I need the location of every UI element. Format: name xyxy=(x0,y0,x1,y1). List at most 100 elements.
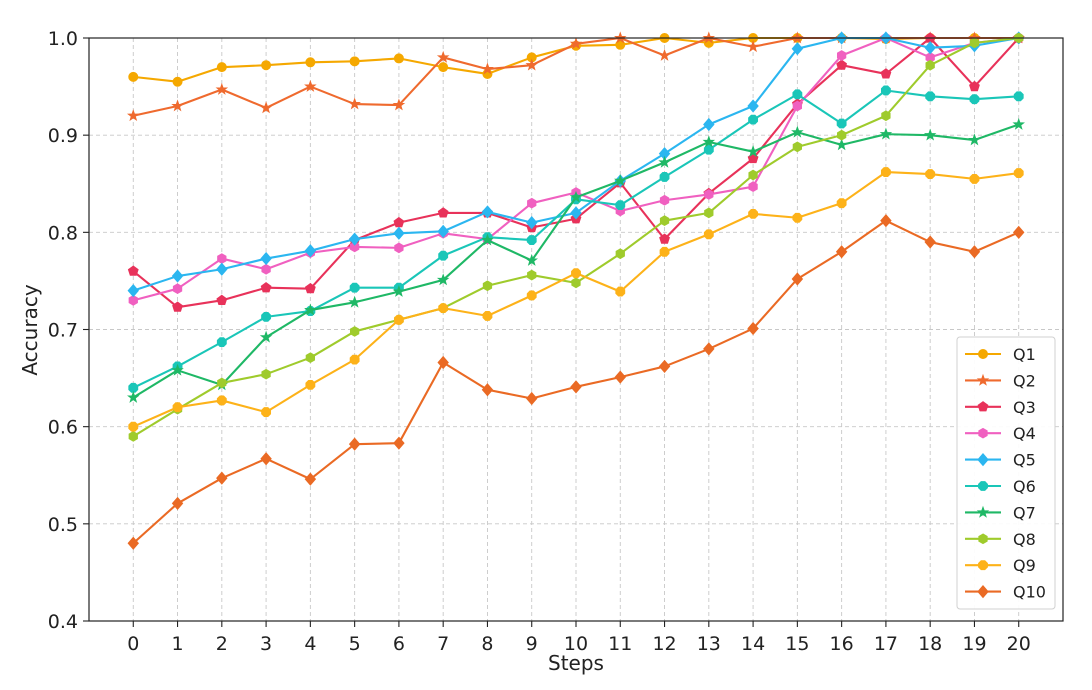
data-point-q10 xyxy=(570,380,582,394)
data-point-q5 xyxy=(703,117,715,132)
data-point-q6 xyxy=(880,85,891,96)
data-point-q2 xyxy=(481,62,494,75)
data-point-q4 xyxy=(527,197,537,209)
data-point-q9 xyxy=(1013,168,1024,178)
data-point-q6 xyxy=(748,114,759,125)
legend-label: Q7 xyxy=(1013,503,1036,522)
data-point-q3 xyxy=(659,233,670,244)
data-point-q10 xyxy=(614,370,627,384)
data-point-q10 xyxy=(1012,225,1025,239)
data-point-q5 xyxy=(570,206,582,220)
y-tick-label: 1.0 xyxy=(48,28,78,50)
series-q10 xyxy=(127,214,1025,550)
legend-label: Q2 xyxy=(1013,371,1036,390)
legend-label: Q10 xyxy=(1013,583,1046,602)
data-point-q7 xyxy=(481,233,494,246)
data-point-q3 xyxy=(880,68,892,79)
data-point-q2 xyxy=(127,109,140,122)
data-point-q10 xyxy=(880,214,892,228)
data-point-q5 xyxy=(260,251,272,266)
data-point-q9 xyxy=(571,268,581,279)
data-point-q6 xyxy=(261,311,272,322)
data-point-q3 xyxy=(969,80,980,92)
data-point-q8 xyxy=(659,215,670,227)
legend-item-q5: Q5 xyxy=(965,451,1036,470)
data-point-q6 xyxy=(216,337,227,348)
data-point-q7 xyxy=(525,253,538,266)
data-point-q7 xyxy=(923,128,937,141)
data-point-q4 xyxy=(128,294,138,306)
data-point-q5 xyxy=(348,232,361,246)
x-tick-label: 18 xyxy=(918,633,942,655)
legend-marker xyxy=(977,401,989,412)
x-tick-label: 13 xyxy=(697,633,721,655)
data-point-q9 xyxy=(792,212,803,223)
legend-item-q6: Q6 xyxy=(965,477,1036,496)
x-tick-label: 11 xyxy=(608,633,632,655)
x-tick-label: 10 xyxy=(564,633,588,655)
data-point-q9 xyxy=(261,407,272,418)
y-tick-label: 0.9 xyxy=(48,125,78,147)
data-point-q8 xyxy=(969,37,980,49)
data-point-q4 xyxy=(172,283,183,295)
data-point-q1 xyxy=(393,53,404,64)
data-point-q3 xyxy=(836,59,848,70)
legend: Q1 Q2 Q3 Q4 Q5 Q6 Q7 Q8 Q9 Q10 xyxy=(956,336,1056,610)
data-point-q4 xyxy=(792,100,803,112)
data-point-q1 xyxy=(438,62,449,73)
data-point-q9 xyxy=(349,354,360,365)
data-point-q7 xyxy=(614,174,627,187)
x-tick-label: 15 xyxy=(785,633,809,655)
data-point-q7 xyxy=(304,303,317,316)
data-point-q7 xyxy=(436,273,450,286)
data-point-q1 xyxy=(261,60,272,71)
data-point-q9 xyxy=(615,286,626,297)
data-point-q7 xyxy=(879,127,893,140)
x-tick-label: 8 xyxy=(481,633,493,655)
x-tick-label: 20 xyxy=(1007,633,1031,655)
legend-marker xyxy=(978,348,989,359)
x-axis-ticks: 0 1 2 3 4 5 6 7 8 9 10 11 12 13 14 15 16 17 18 19 20 xyxy=(127,621,1031,655)
data-point-q1 xyxy=(216,62,227,73)
x-axis-label: Steps xyxy=(548,651,604,675)
data-point-q6 xyxy=(526,235,537,246)
data-point-q9 xyxy=(969,173,980,184)
data-point-q4 xyxy=(261,263,271,275)
y-axis-ticks: 0.4 0.5 0.6 0.7 0.8 0.9 1.0 xyxy=(48,28,89,633)
data-point-q1 xyxy=(349,56,360,67)
data-point-q5 xyxy=(525,216,538,230)
data-point-q8 xyxy=(217,377,227,389)
data-point-q8 xyxy=(836,129,847,141)
x-tick-label: 14 xyxy=(741,633,765,655)
data-point-q10 xyxy=(437,355,449,370)
data-point-q8 xyxy=(748,169,758,181)
data-point-q9 xyxy=(748,208,759,219)
legend-marker xyxy=(976,373,990,386)
data-point-q7 xyxy=(791,125,804,138)
data-point-q3 xyxy=(216,294,228,305)
legend-marker xyxy=(978,427,988,439)
data-point-q5 xyxy=(747,99,759,113)
data-point-q7 xyxy=(348,295,361,308)
data-point-q4 xyxy=(659,194,670,206)
data-point-q10 xyxy=(171,496,184,511)
data-point-q2 xyxy=(746,40,760,53)
legend-item-q4: Q4 xyxy=(965,424,1036,443)
data-point-q4 xyxy=(836,50,847,61)
x-tick-label: 6 xyxy=(393,633,405,655)
y-axis-label: Accuracy xyxy=(18,284,42,375)
data-point-q10 xyxy=(747,321,759,336)
legend-marker xyxy=(977,452,989,467)
data-point-q1 xyxy=(172,76,183,87)
legend-marker xyxy=(976,505,990,518)
y-tick-label: 0.6 xyxy=(48,417,78,439)
data-point-q5 xyxy=(216,262,228,276)
data-point-q9 xyxy=(128,421,139,432)
data-point-q2 xyxy=(215,82,229,95)
data-point-q6 xyxy=(792,89,803,100)
data-point-q7 xyxy=(968,133,981,146)
data-point-q9 xyxy=(925,169,936,179)
data-point-q4 xyxy=(704,189,714,200)
x-tick-label: 12 xyxy=(652,633,676,655)
data-point-q7 xyxy=(127,390,140,403)
